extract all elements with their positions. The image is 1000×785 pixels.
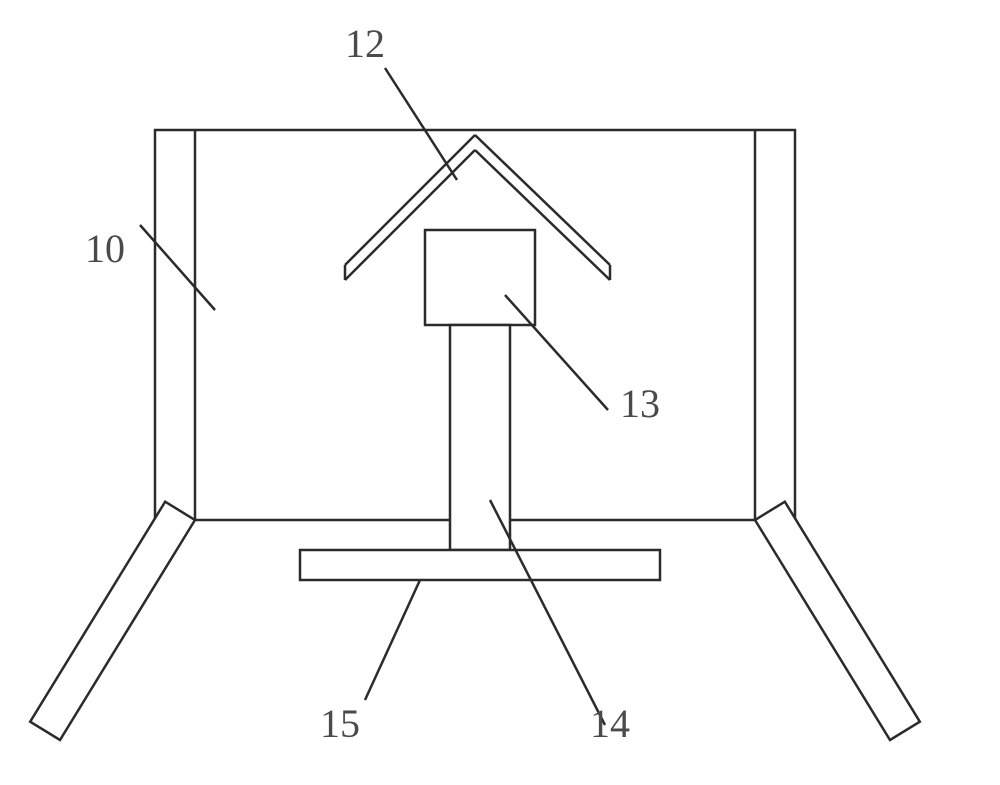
label-12: 12 bbox=[345, 20, 385, 67]
label-10: 10 bbox=[85, 225, 125, 272]
label-13: 13 bbox=[620, 380, 660, 427]
label-15: 15 bbox=[320, 700, 360, 747]
label-14: 14 bbox=[590, 700, 630, 747]
diagram-svg bbox=[0, 0, 1000, 785]
